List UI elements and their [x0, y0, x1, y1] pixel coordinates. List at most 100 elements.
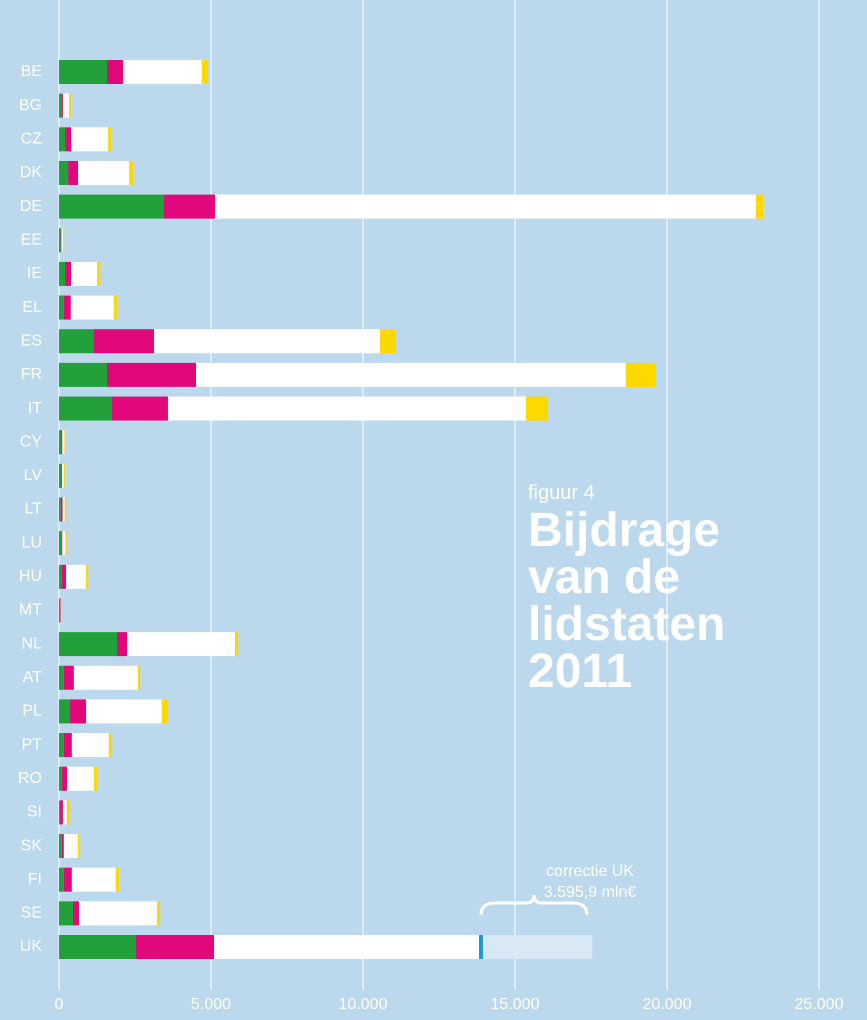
- y-tick-label: ES: [21, 332, 42, 349]
- y-tick-label: HU: [19, 568, 42, 585]
- bar-segment: [71, 261, 98, 286]
- bar-segment: [59, 362, 108, 387]
- bar-segment: [64, 497, 67, 522]
- bar-segment: [59, 194, 165, 219]
- bar-segment: [63, 733, 72, 758]
- bar-segment: [59, 396, 112, 421]
- y-tick-label: CY: [20, 433, 43, 450]
- bar-segment: [61, 834, 64, 859]
- y-tick-label: SE: [21, 905, 42, 922]
- bar-segment: [379, 329, 396, 354]
- y-tick-label: LT: [25, 501, 43, 518]
- y-tick-label: MT: [19, 602, 42, 619]
- bar-segment: [62, 93, 63, 118]
- bar-segment: [59, 430, 62, 455]
- bar-segment: [63, 834, 78, 859]
- x-tick-label: 15.000: [491, 996, 540, 1013]
- bar-segment: [127, 632, 236, 657]
- bar-segment: [65, 127, 72, 152]
- bar-segment: [59, 127, 66, 152]
- bar-segment: [85, 699, 162, 724]
- y-tick-label: EL: [22, 299, 42, 316]
- bar-segment: [482, 935, 593, 959]
- bar-segment: [61, 430, 63, 455]
- bar-segment: [63, 228, 65, 253]
- bar-segment: [78, 160, 130, 185]
- bar-segment: [161, 699, 168, 724]
- x-tick-label: 25.000: [795, 996, 844, 1013]
- bar-segment: [626, 362, 657, 387]
- bar-segment: [70, 295, 114, 320]
- bar-segment: [129, 160, 134, 185]
- bar-segment: [77, 834, 80, 859]
- bar-segment: [62, 430, 65, 455]
- y-tick-label: IT: [28, 400, 42, 417]
- bar-segment: [59, 261, 66, 286]
- bar-segment: [59, 160, 69, 185]
- bar-segment: [73, 665, 138, 690]
- bar-segment: [59, 800, 61, 825]
- bar-segment: [113, 295, 117, 320]
- bar-segment: [94, 766, 98, 791]
- bar-segment: [154, 329, 380, 354]
- annotation: 3.595,9 mln€: [544, 884, 637, 901]
- bar-segment: [64, 430, 66, 455]
- bar-segment: [59, 295, 64, 320]
- bar-segment: [62, 497, 65, 522]
- bar-segment: [97, 261, 101, 286]
- bar-segment: [525, 396, 548, 421]
- y-tick-label: SK: [21, 837, 43, 854]
- bar-segment: [59, 867, 64, 892]
- bar-segment: [61, 463, 63, 488]
- bar-segment: [137, 665, 141, 690]
- bar-segment: [59, 531, 62, 556]
- bar-segment: [214, 935, 480, 959]
- bar-segment: [71, 867, 116, 892]
- bar-segment: [59, 497, 61, 522]
- y-tick-label: LU: [22, 534, 42, 551]
- bar-segment: [59, 60, 108, 84]
- bar-segment: [59, 733, 64, 758]
- y-tick-label: AT: [23, 669, 42, 686]
- bar-segment: [196, 362, 627, 387]
- brace: [479, 894, 589, 916]
- bar-segment: [61, 228, 64, 253]
- y-tick-label: NL: [22, 635, 43, 652]
- bar-segment: [59, 598, 60, 623]
- x-tick-label: 20.000: [643, 996, 692, 1013]
- bar-segment: [78, 901, 157, 926]
- bar-segment: [59, 766, 63, 791]
- bar-segment: [63, 295, 71, 320]
- bar-segment: [60, 228, 62, 253]
- bar-segment: [59, 564, 63, 589]
- y-tick-label: BG: [19, 97, 42, 114]
- bar-segment: [164, 194, 216, 219]
- bar-segment: [86, 564, 89, 589]
- bar-segment: [65, 531, 67, 556]
- bar-segment: [62, 93, 70, 118]
- bar-segment: [107, 362, 197, 387]
- bar-segment: [756, 194, 764, 219]
- bar-segment: [202, 60, 208, 84]
- y-tick-label: SI: [27, 804, 42, 821]
- bar-segment: [63, 463, 65, 488]
- y-tick-label: DE: [20, 198, 42, 215]
- y-tick-label: DK: [20, 164, 43, 181]
- bar-segment: [61, 531, 63, 556]
- y-tick-label: FI: [28, 871, 42, 888]
- bar-segment: [70, 699, 86, 724]
- bar-segment: [59, 632, 118, 657]
- x-tick-label: 10.000: [339, 996, 388, 1013]
- y-tick-label: FR: [21, 366, 42, 383]
- bar-segment: [65, 261, 72, 286]
- bar-segment: [69, 93, 71, 118]
- bar-segment: [111, 396, 168, 421]
- bar-segment: [62, 766, 68, 791]
- bar-segment: [136, 935, 215, 959]
- chart-title: Bijdrage van de lidstaten 2011: [528, 504, 726, 698]
- bar-segment: [117, 632, 128, 657]
- bar-segment: [156, 901, 161, 926]
- bar-segment: [62, 531, 66, 556]
